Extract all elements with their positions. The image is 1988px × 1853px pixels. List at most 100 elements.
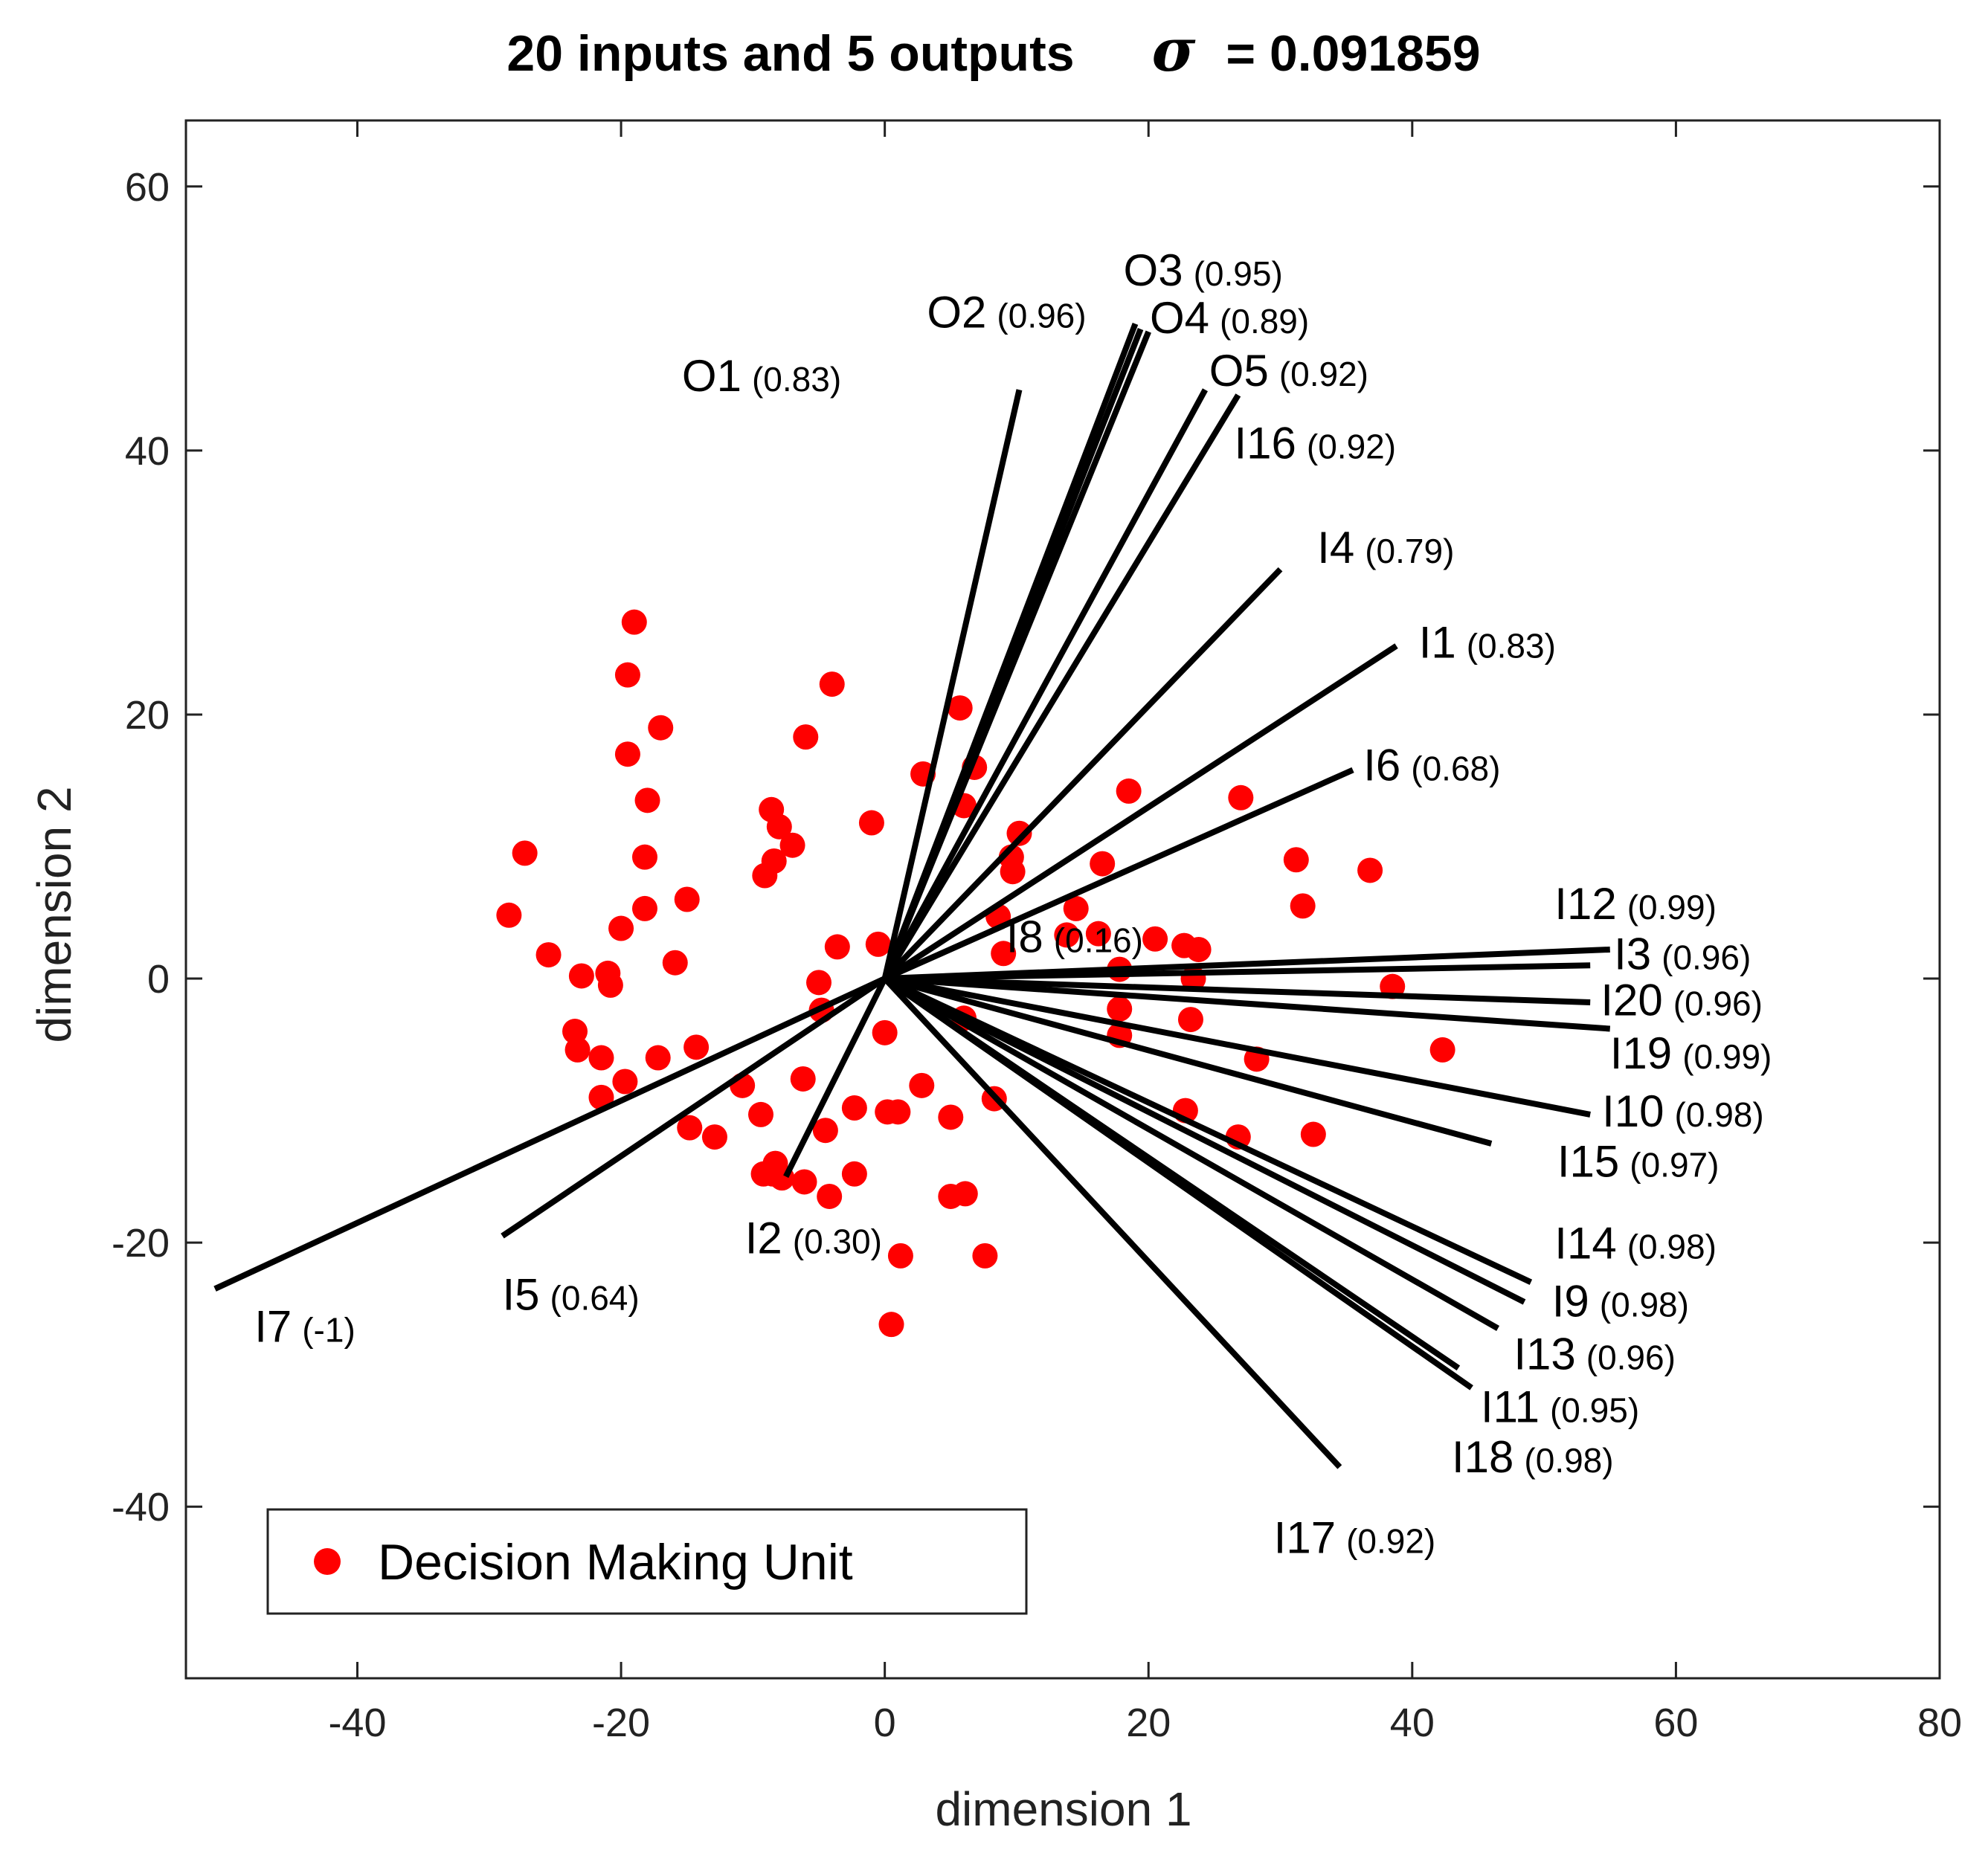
x-tick-label: 0 xyxy=(874,1701,896,1745)
x-tick-label: 20 xyxy=(1126,1701,1171,1745)
vector-label-i10: I10 (0.98) xyxy=(1602,1086,1764,1136)
vector-i10 xyxy=(884,976,1591,1118)
data-point xyxy=(817,1183,843,1209)
vector-label-i2: I2 (0.30) xyxy=(745,1213,882,1263)
vector-value: (0.16) xyxy=(1054,921,1143,960)
data-point xyxy=(562,1019,588,1045)
vector-value: (0.64) xyxy=(550,1279,640,1318)
data-point xyxy=(1006,820,1032,846)
vector-i20 xyxy=(884,976,1591,1005)
vector-name: I9 xyxy=(1552,1277,1589,1327)
vector-i7 xyxy=(213,976,887,1292)
data-point xyxy=(648,715,674,741)
data-point xyxy=(1142,926,1168,952)
data-point xyxy=(608,915,634,941)
data-point xyxy=(677,1115,703,1141)
vector-label-i12: I12 (0.99) xyxy=(1554,879,1717,929)
vector-value: (0.79) xyxy=(1365,532,1454,570)
x-axis-label: dimension 1 xyxy=(935,1782,1191,1836)
vector-name: I10 xyxy=(1602,1086,1664,1136)
vector-i5 xyxy=(501,976,887,1239)
data-point xyxy=(872,1019,898,1045)
vector-i4 xyxy=(882,567,1283,981)
vector-label-i4: I4 (0.79) xyxy=(1317,523,1454,573)
vector-name: I19 xyxy=(1610,1028,1672,1078)
vector-o1 xyxy=(881,389,1023,979)
data-point xyxy=(791,1169,817,1195)
legend-box xyxy=(266,1508,1028,1615)
vector-i15 xyxy=(884,976,1493,1147)
vector-i2 xyxy=(783,977,888,1179)
vector-label-i20: I20 (0.96) xyxy=(1601,976,1763,1025)
data-point xyxy=(1228,784,1254,811)
data-point xyxy=(1090,851,1116,877)
data-point xyxy=(972,1243,998,1269)
vector-label-i3: I3 (0.96) xyxy=(1614,929,1751,979)
vector-label-o2: O2 (0.96) xyxy=(927,288,1086,338)
vector-name: I8 xyxy=(1006,912,1043,962)
data-point xyxy=(885,1099,911,1125)
x-tick-label: 80 xyxy=(1917,1701,1962,1745)
vector-name: I17 xyxy=(1274,1512,1336,1562)
data-point xyxy=(662,950,688,976)
vector-name: I1 xyxy=(1419,618,1456,668)
vector-value: (0.96) xyxy=(1673,984,1763,1023)
vector-label-i11: I11 (0.95) xyxy=(1481,1382,1639,1432)
vector-name: I2 xyxy=(745,1213,782,1263)
data-point xyxy=(621,609,647,635)
data-point xyxy=(1085,921,1111,947)
vector-value: (0.89) xyxy=(1220,302,1309,341)
vector-value: (0.96) xyxy=(997,297,1086,335)
data-point xyxy=(790,1066,816,1092)
vector-value: (0.96) xyxy=(1586,1338,1676,1377)
data-point xyxy=(1357,857,1383,883)
vector-value: (0.92) xyxy=(1279,355,1368,393)
x-tick-label: -20 xyxy=(592,1701,650,1745)
data-point xyxy=(1283,847,1309,873)
legend-label: Decision Making Unit xyxy=(378,1534,853,1591)
data-point xyxy=(766,813,792,840)
y-tick-label: -20 xyxy=(112,1221,170,1266)
data-point xyxy=(1116,778,1142,804)
plot-area xyxy=(184,119,1941,1680)
data-point xyxy=(824,934,850,960)
vector-label-i7: I7 (-1) xyxy=(254,1301,356,1351)
data-point xyxy=(631,844,657,870)
vector-o5 xyxy=(882,388,1208,980)
sigma-value: = 0.091859 xyxy=(1226,25,1480,82)
vector-value: (0.98) xyxy=(1600,1286,1689,1324)
y-tick-label: -40 xyxy=(112,1485,170,1530)
data-point xyxy=(568,963,594,989)
data-point xyxy=(887,1243,913,1269)
vector-i19 xyxy=(884,976,1611,1032)
vector-value: (0.97) xyxy=(1630,1145,1719,1184)
y-tick-label: 40 xyxy=(125,429,170,474)
vector-name: I18 xyxy=(1452,1432,1513,1482)
x-tick-label: 60 xyxy=(1653,1701,1698,1745)
y-tick-label: 60 xyxy=(125,165,170,210)
data-point xyxy=(614,662,640,688)
data-point xyxy=(947,695,973,721)
data-point xyxy=(1177,1007,1203,1033)
vector-value: (0.83) xyxy=(752,360,841,399)
chart-title-text: 20 inputs and 5 outputs xyxy=(506,25,1074,82)
data-point xyxy=(938,1104,964,1130)
axis-ticks: -40 -20 0 20 40 60 80 -40 -20 0 20 40 60 xyxy=(112,120,1962,1745)
vector-label-o3: O3 (0.95) xyxy=(1124,245,1283,295)
vector-name: I14 xyxy=(1554,1218,1616,1268)
vector-value: (0.98) xyxy=(1524,1441,1613,1480)
vector-label-o5: O5 (0.92) xyxy=(1209,346,1368,396)
vector-labels: O1 (0.83)O2 (0.96)O3 (0.95)O4 (0.89)O5 (0.92)… xyxy=(254,245,1772,1562)
vector-name: I4 xyxy=(1317,523,1354,573)
vector-label-i5: I5 (0.64) xyxy=(503,1270,640,1320)
data-point xyxy=(588,1045,614,1071)
vector-name: O1 xyxy=(682,351,742,401)
vector-i16 xyxy=(882,393,1241,981)
vector-value: (0.83) xyxy=(1467,627,1556,666)
vector-name: I16 xyxy=(1234,419,1296,468)
vector-name: I13 xyxy=(1513,1330,1575,1379)
vector-value: (-1) xyxy=(302,1310,356,1349)
legend: Decision Making Unit xyxy=(266,1508,1028,1615)
vector-value: (0.92) xyxy=(1307,428,1396,466)
vector-value: (0.99) xyxy=(1627,888,1717,927)
